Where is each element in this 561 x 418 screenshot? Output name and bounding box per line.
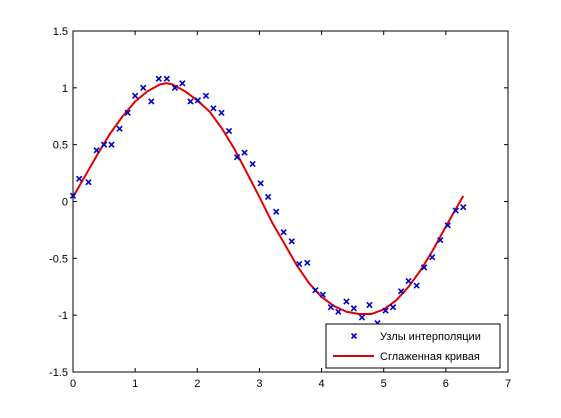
axis-ticks	[72, 30, 509, 373]
x-tick-label: 6	[443, 378, 449, 390]
axis-tick-labels: 0 1 2 3 4 5 6 7 -1.5 -1 -0.5 0 0.5 1 1.5	[49, 26, 511, 390]
data-point	[444, 222, 451, 229]
x-tick-label: 0	[70, 378, 76, 390]
data-point	[140, 84, 147, 91]
data-point	[343, 298, 350, 305]
data-point	[218, 109, 225, 117]
data-point	[264, 193, 272, 201]
data-point	[187, 98, 194, 105]
y-tick-label: -1.5	[49, 367, 68, 379]
x-tick-label: 3	[256, 378, 262, 390]
smoothed-curve-line	[72, 82, 465, 316]
y-tick-label: 0	[62, 197, 68, 209]
y-tick-label: -0.5	[49, 253, 68, 265]
legend-label-smoothed: Сглаженная кривая	[380, 351, 480, 363]
data-point	[179, 80, 186, 87]
data-point	[273, 208, 280, 215]
data-point	[131, 92, 139, 99]
legend-box	[325, 323, 501, 369]
legend-marker-nodes	[350, 332, 358, 340]
y-tick-label: -1	[58, 310, 68, 322]
data-point	[335, 308, 342, 315]
data-point	[100, 141, 108, 148]
plot-area	[72, 30, 509, 373]
y-tick-label: 1	[62, 83, 68, 95]
data-point	[389, 304, 397, 311]
data-point	[233, 154, 241, 161]
data-point	[76, 175, 83, 182]
data-point	[280, 229, 287, 236]
y-tick-label: 1.5	[53, 26, 68, 38]
data-point	[241, 149, 248, 156]
data-point	[288, 238, 295, 245]
data-point	[327, 304, 335, 311]
x-tick-label: 1	[132, 378, 138, 390]
data-point	[148, 98, 155, 105]
data-point	[202, 92, 210, 99]
data-point	[171, 84, 179, 91]
x-tick-label: 7	[505, 378, 511, 390]
data-point	[163, 75, 171, 82]
data-point	[108, 141, 115, 148]
data-point	[304, 259, 311, 267]
curve-layer	[72, 82, 465, 316]
data-point	[249, 160, 256, 168]
data-point	[116, 125, 123, 132]
data-point	[460, 204, 467, 211]
data-point	[413, 282, 420, 289]
data-point	[312, 286, 319, 294]
x-tick-label: 4	[319, 378, 325, 390]
data-point	[225, 127, 233, 135]
data-point	[296, 260, 303, 268]
data-point	[93, 147, 100, 154]
data-point	[366, 301, 373, 309]
data-point	[429, 254, 436, 261]
data-point	[397, 288, 405, 295]
data-point	[358, 314, 366, 321]
data-point	[420, 264, 428, 271]
data-point	[69, 192, 77, 199]
data-point	[155, 75, 162, 82]
x-tick-label: 5	[381, 378, 387, 390]
data-point	[405, 277, 412, 285]
data-point	[257, 180, 264, 187]
data-point	[437, 236, 444, 244]
data-point	[382, 307, 389, 314]
legend: Узлы интерполяции Сглаженная кривая	[325, 323, 501, 369]
data-point	[210, 105, 217, 112]
data-point	[350, 305, 358, 312]
points-layer	[69, 75, 467, 327]
y-tick-label: 0.5	[53, 140, 68, 152]
data-point	[194, 97, 202, 104]
x-tick-label: 2	[194, 378, 200, 390]
data-point	[319, 291, 326, 298]
data-point	[85, 179, 92, 186]
legend-label-nodes: Узлы интерполяции	[380, 331, 481, 343]
data-point	[124, 109, 131, 117]
data-point	[452, 207, 459, 214]
